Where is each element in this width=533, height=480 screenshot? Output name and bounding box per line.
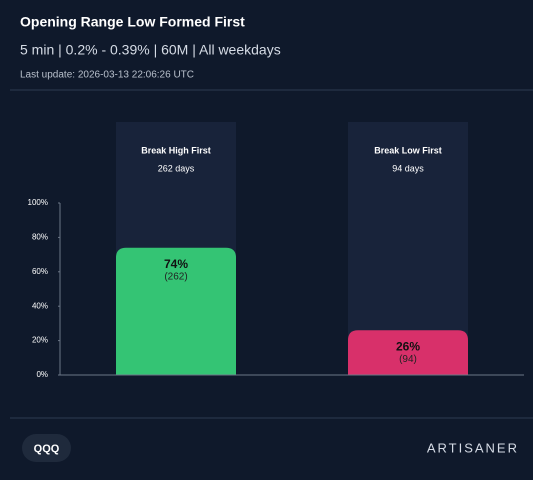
category-label: Break High First <box>141 145 211 155</box>
category-note: 262 days <box>158 163 195 173</box>
category-label: Break Low First <box>374 145 442 155</box>
count-label: (262) <box>164 271 187 282</box>
category-note: 94 days <box>392 163 424 173</box>
brand: ARTISANER <box>427 440 519 455</box>
y-tick-label: 0% <box>36 370 48 379</box>
chart-subtitle: 5 min | 0.2% - 0.39% | 60M | All weekday… <box>20 42 281 58</box>
ticker[interactable]: QQQ <box>34 443 60 455</box>
y-tick-label: 40% <box>32 301 48 310</box>
last-update: Last update: 2026-03-13 22:06:26 UTC <box>20 70 194 81</box>
y-tick-label: 60% <box>32 267 48 276</box>
bar <box>116 247 236 375</box>
y-tick-label: 100% <box>28 198 48 207</box>
value-label: 74% <box>164 257 188 271</box>
chart-title: Opening Range Low Formed First <box>20 14 245 30</box>
bar <box>348 330 468 375</box>
y-tick-label: 20% <box>32 336 48 345</box>
value-label: 26% <box>396 339 420 353</box>
ticker-pill[interactable] <box>22 434 71 462</box>
count-label: (94) <box>399 354 417 365</box>
y-tick-label: 80% <box>32 233 48 242</box>
